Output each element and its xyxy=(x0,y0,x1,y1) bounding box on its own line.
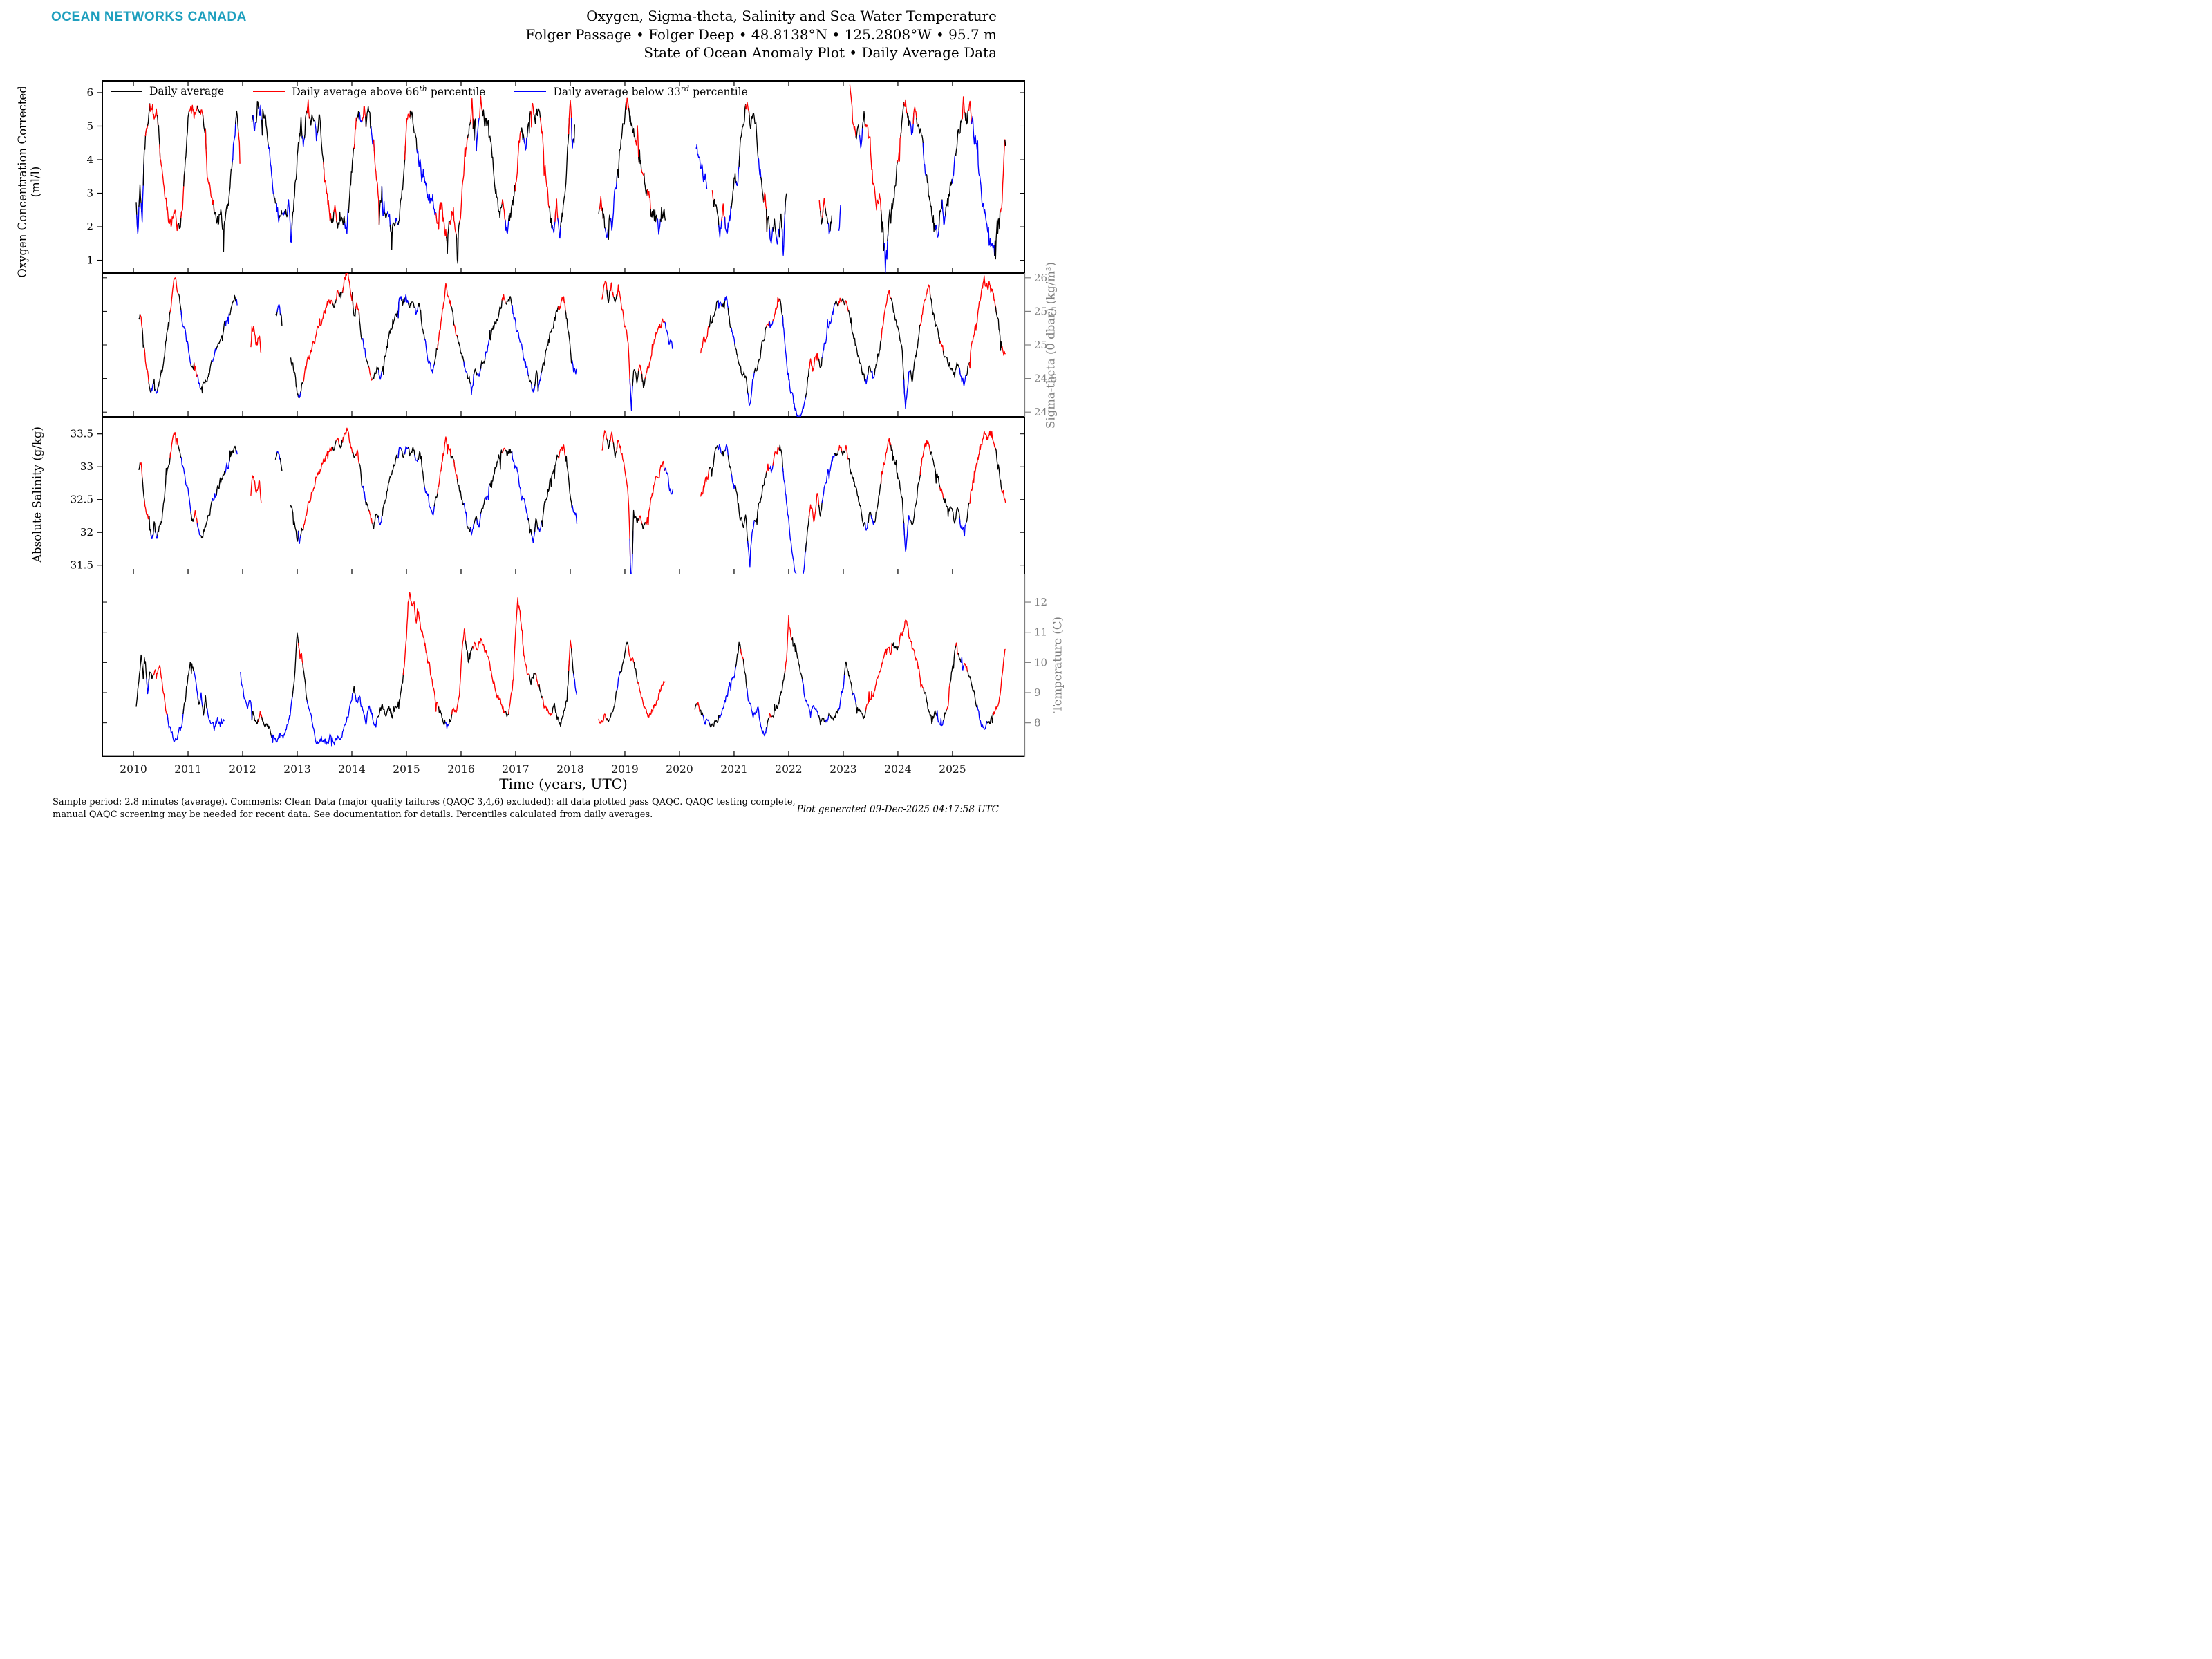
legend-line-blue-icon xyxy=(514,91,547,93)
title-line-1: Oxygen, Sigma-theta, Salinity and Sea Wa… xyxy=(586,8,997,24)
x-tick-label-2013: 2013 xyxy=(283,763,310,776)
sigma-theta-chart: 24 24.5 25 25.5 26 xyxy=(102,272,1057,418)
x-tick-label-2017: 2017 xyxy=(502,763,529,776)
y-tick-label-salinity-31.5: 31.5 xyxy=(70,559,93,571)
y-tick-label-sigma-theta-25.5: 25.5 xyxy=(1034,305,1057,317)
y-tick-label-sigma-theta-25: 25 xyxy=(1034,339,1047,351)
legend-item-below: Daily average below 33rd percentile xyxy=(514,84,748,99)
plot-title-block: Oxygen, Sigma-theta, Salinity and Sea Wa… xyxy=(525,7,997,62)
x-tick-label-2021: 2021 xyxy=(720,763,747,776)
subplot-sigma-theta: 24 24.5 25 25.5 26 xyxy=(102,272,1057,418)
y-tick-label-temperature-8: 8 xyxy=(1034,717,1041,729)
x-tick-label-2023: 2023 xyxy=(830,763,856,776)
title-line-3: State of Ocean Anomaly Plot • Daily Aver… xyxy=(644,44,997,61)
oxygen-chart: 1 2 3 4 5 6 xyxy=(86,80,1025,273)
y-tick-label-temperature-10: 10 xyxy=(1034,656,1047,668)
x-tick-label-2019: 2019 xyxy=(611,763,638,776)
x-tick-label-2010: 2010 xyxy=(120,763,147,776)
y-tick-label-oxygen-6: 6 xyxy=(86,86,93,99)
footer-line-2: manual QAQC screening may be needed for … xyxy=(53,809,653,820)
x-tick-label-2011: 2011 xyxy=(174,763,201,776)
x-tick-label-2012: 2012 xyxy=(229,763,256,776)
y-tick-label-oxygen-2: 2 xyxy=(86,221,93,233)
y-tick-label-oxygen-4: 4 xyxy=(86,153,93,166)
x-tick-label-2018: 2018 xyxy=(556,763,583,776)
x-tick-label-2022: 2022 xyxy=(775,763,802,776)
x-tick-label-2014: 2014 xyxy=(338,763,366,776)
x-tick-label-2025: 2025 xyxy=(939,763,966,776)
ocean-networks-canada-logo: OCEAN NETWORKS CANADA xyxy=(51,10,247,24)
y-tick-label-temperature-9: 9 xyxy=(1034,686,1041,699)
x-tick-label-2015: 2015 xyxy=(393,763,420,776)
plot-page: OCEAN NETWORKS CANADA Oxygen, Sigma-thet… xyxy=(0,0,1106,830)
y-tick-label-salinity-32.5: 32.5 xyxy=(70,493,93,505)
y-tick-label-oxygen-5: 5 xyxy=(86,120,93,132)
legend-label-above: Daily average above 66th percentile xyxy=(292,84,486,99)
footer-line-1: Sample period: 2.8 minutes (average). Co… xyxy=(53,797,796,807)
legend-label-average: Daily average xyxy=(149,85,225,98)
legend-label-below: Daily average below 33rd percentile xyxy=(553,84,748,99)
temperature-chart: 2010 2011 2012 2013 2014 2015 2016 2017 2018 2019… xyxy=(102,574,1047,776)
salinity-y-axis-label: Absolute Salinity (g/kg) xyxy=(30,427,44,563)
y-tick-label-temperature-11: 11 xyxy=(1034,626,1047,639)
subplot-salinity: 31.5 32 32.5 33 33.5 xyxy=(70,416,1025,574)
y-tick-label-salinity-32: 32 xyxy=(79,526,93,538)
y-tick-label-oxygen-3: 3 xyxy=(86,187,93,200)
title-line-2: Folger Passage • Folger Deep • 48.8138°N… xyxy=(525,26,997,43)
subplot-oxygen: 1 2 3 4 5 6 xyxy=(86,80,1025,273)
x-axis-label: Time (years, UTC) xyxy=(499,776,628,792)
plot-generated-timestamp: Plot generated 09-Dec-2025 04:17:58 UTC xyxy=(796,804,999,815)
y-tick-label-sigma-theta-24.5: 24.5 xyxy=(1034,373,1057,385)
x-tick-label-2020: 2020 xyxy=(666,763,693,776)
y-tick-label-sigma-theta-24: 24 xyxy=(1034,406,1047,418)
legend: Daily average Daily average above 66th p… xyxy=(111,84,777,98)
subplot-temperature: 2010 2011 2012 2013 2014 2015 2016 2017 2018 2019… xyxy=(102,574,1047,776)
y-tick-label-sigma-theta-26: 26 xyxy=(1034,272,1047,284)
sigma-theta-y-axis-label: Sigma-theta (0 dbar) (kg/m³) xyxy=(1044,262,1058,429)
x-tick-label-2016: 2016 xyxy=(447,763,474,776)
y-tick-label-salinity-33.5: 33.5 xyxy=(70,427,93,440)
footer-comments: Sample period: 2.8 minutes (average). Co… xyxy=(53,796,796,821)
legend-item-above: Daily average above 66th percentile xyxy=(253,84,485,98)
temperature-y-axis-label: Temperature (C) xyxy=(1051,617,1065,713)
salinity-chart: 31.5 32 32.5 33 33.5 xyxy=(70,416,1025,574)
legend-item-average: Daily average xyxy=(111,85,224,97)
x-tick-label-2024: 2024 xyxy=(884,763,912,776)
legend-line-black-icon xyxy=(111,91,142,93)
y-tick-label-salinity-33: 33 xyxy=(79,460,93,473)
y-tick-label-temperature-12: 12 xyxy=(1034,596,1047,608)
oxygen-y-axis-label: Oxygen Concentration Corrected (ml/l) xyxy=(16,86,42,278)
legend-line-red-icon xyxy=(253,91,285,93)
y-tick-label-oxygen-1: 1 xyxy=(86,254,93,267)
